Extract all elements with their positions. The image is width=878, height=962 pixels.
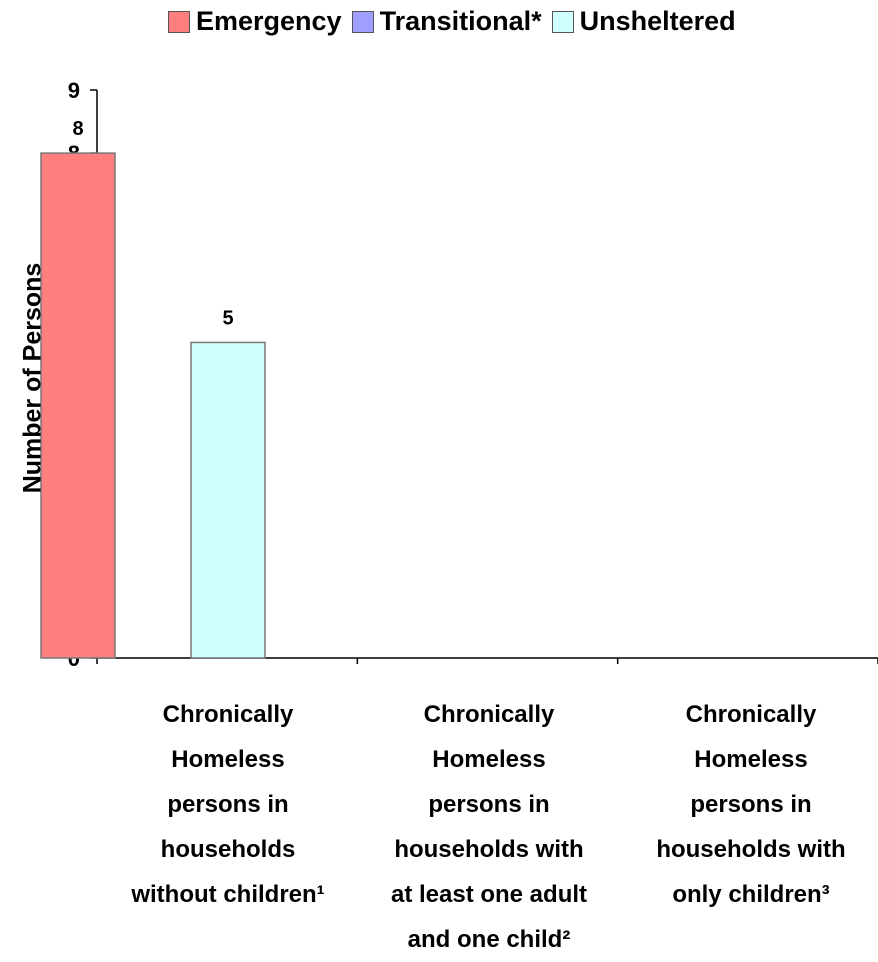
category-line: Homeless	[432, 746, 546, 773]
category-line: households with	[656, 836, 846, 863]
legend-item-unsheltered: Unsheltered	[551, 6, 736, 37]
category-line: households with	[394, 836, 584, 863]
legend-label-transitional: Transitional*	[379, 6, 542, 36]
y-tick-label: 9	[68, 78, 80, 103]
category-line: persons in	[428, 791, 550, 818]
bar-unsheltered-cat0	[190, 341, 266, 659]
category-line: at least one adult	[390, 881, 588, 908]
category-line: persons in	[690, 791, 812, 818]
legend-label-emergency: Emergency	[196, 6, 342, 36]
legend-item-emergency: Emergency	[168, 6, 342, 37]
category-line: only children³	[672, 881, 830, 908]
category-label-only-children: Chronically Homeless persons in househol…	[626, 692, 876, 917]
category-line: Homeless	[171, 746, 285, 773]
category-label-adult-and-child: Chronically Homeless persons in househol…	[364, 692, 614, 962]
legend-item-transitional: Transitional*	[351, 6, 542, 37]
category-line: persons in	[167, 791, 289, 818]
category-line: Chronically	[423, 701, 555, 728]
legend-swatch-emergency	[168, 10, 190, 33]
category-line: without children¹	[131, 881, 325, 908]
category-line: and one child²	[407, 926, 571, 953]
category-line: Chronically	[685, 701, 817, 728]
legend-label-unsheltered: Unsheltered	[579, 6, 736, 36]
category-line: Chronically	[162, 701, 294, 728]
category-line: households	[160, 836, 296, 863]
data-labels: 85	[72, 118, 233, 329]
legend: Emergency Transitional* Unsheltered	[168, 6, 736, 37]
data-label: 5	[222, 307, 233, 329]
data-label: 8	[72, 118, 83, 140]
bars	[40, 152, 266, 659]
category-line: Homeless	[694, 746, 808, 773]
legend-swatch-unsheltered	[551, 10, 574, 33]
legend-swatch-transitional	[351, 10, 374, 33]
y-axis-title: Number of Persons	[18, 262, 47, 494]
bar-emergency-cat0	[40, 152, 116, 659]
axes: 0123456789	[68, 78, 878, 671]
category-label-without-children: Chronically Homeless persons in househol…	[103, 692, 353, 917]
